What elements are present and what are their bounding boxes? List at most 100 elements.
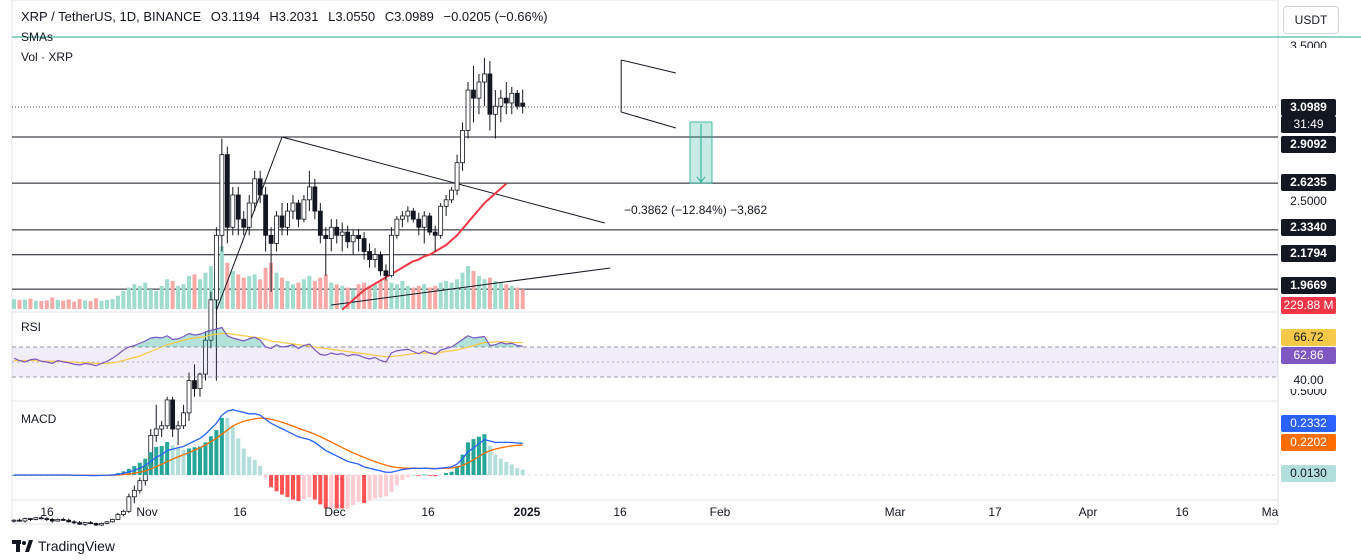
sma-legend[interactable]: SMAs	[21, 30, 54, 44]
volume-bar	[290, 284, 295, 309]
macd-histogram-bar	[455, 466, 460, 475]
candle-body	[153, 428, 159, 436]
candle-body	[432, 231, 438, 236]
candle	[82, 521, 88, 526]
macd-histogram-bar	[422, 474, 427, 476]
volume-bar	[427, 287, 432, 309]
macd-histogram-bar	[471, 439, 476, 475]
candle	[77, 521, 83, 526]
macd-histogram-bar	[285, 475, 290, 498]
candle-body	[317, 210, 323, 236]
candle	[153, 404, 159, 442]
rsi-title[interactable]: RSI	[21, 320, 42, 334]
volume-bar	[137, 285, 142, 309]
countdown-badge: 31:49	[1281, 116, 1336, 133]
candle	[115, 512, 121, 521]
candle-body	[164, 399, 170, 427]
candle-body	[301, 199, 307, 220]
volume-bar	[444, 280, 449, 309]
candle-body	[93, 523, 99, 526]
candle-body	[60, 518, 66, 521]
macd-histogram-bar	[449, 471, 454, 475]
candle-body	[399, 215, 405, 220]
macd-histogram-bar	[487, 445, 492, 475]
volume-bar	[77, 299, 82, 309]
macd-histogram-bar	[498, 458, 503, 475]
price-tick-top: 3.5000	[1290, 39, 1327, 48]
tradingview-logo[interactable]: TradingView	[12, 538, 115, 554]
candle	[192, 364, 197, 397]
macd-line	[14, 409, 523, 477]
macd-histogram-bar	[290, 475, 295, 500]
time-axis-label: Nov	[136, 505, 157, 519]
flag-upper-line	[621, 59, 676, 74]
candle	[482, 57, 487, 107]
candle	[257, 170, 263, 204]
chart-legend: XRP / TetherUS, 1D, BINANCE O3.1194 H3.2…	[21, 9, 554, 24]
candle	[60, 517, 66, 522]
volume-bar	[329, 282, 334, 309]
candle	[159, 420, 165, 438]
volume-bar	[323, 274, 328, 309]
volume-bar	[143, 282, 148, 309]
candle	[131, 485, 137, 504]
candle-body	[33, 517, 39, 520]
volume-legend[interactable]: Vol · XRP	[21, 50, 74, 64]
volume-bar	[471, 271, 476, 309]
last-price-badge: 3.0989	[1281, 99, 1336, 116]
candle	[55, 518, 61, 522]
candle-body	[71, 521, 77, 524]
macd-histogram-bar	[301, 475, 306, 500]
candle-body	[498, 97, 504, 107]
volume-bar	[159, 285, 164, 309]
macd-histogram-bar	[356, 475, 361, 502]
macd-histogram-bar	[181, 450, 186, 475]
currency-button[interactable]: USDT	[1283, 6, 1339, 34]
macd-histogram-bar	[247, 456, 252, 475]
macd-histogram-bar	[362, 475, 367, 504]
measure-arrow-head	[696, 176, 706, 183]
candle	[263, 186, 269, 252]
volume-bar	[99, 300, 104, 309]
candle	[438, 203, 444, 239]
candle	[44, 516, 50, 522]
candle-body	[268, 234, 274, 244]
volume-badge: 229.88 M	[1281, 297, 1336, 314]
candle	[296, 199, 301, 228]
macd-title[interactable]: MACD	[21, 412, 57, 426]
macd-histogram-bar	[208, 436, 213, 475]
candle-body	[77, 522, 83, 525]
candle-body	[290, 202, 296, 212]
volume-bar	[28, 298, 33, 309]
volume-bar	[148, 289, 153, 309]
volume-bar	[66, 299, 71, 309]
candle	[38, 516, 44, 520]
candle-body	[224, 154, 230, 228]
volume-bar	[225, 262, 230, 309]
candle	[317, 203, 323, 244]
candle	[356, 228, 362, 252]
chart-frame	[11, 0, 1279, 525]
symbol-label[interactable]: XRP / TetherUS, 1D, BINANCE	[21, 9, 202, 24]
volume-bar	[274, 272, 279, 309]
candle	[230, 186, 236, 236]
volume-bar	[334, 284, 339, 309]
macd-histogram-bar	[263, 475, 268, 478]
candle-body	[460, 130, 465, 164]
candle-body	[246, 202, 252, 228]
candle-body	[11, 519, 17, 522]
macd-histogram-bar	[444, 472, 449, 476]
candle	[181, 404, 186, 430]
sma-line	[341, 182, 507, 311]
volume-bar	[460, 272, 465, 309]
time-axis-label: Mar	[885, 505, 906, 519]
volume-bar	[515, 287, 520, 309]
candle-body	[438, 205, 444, 236]
volume-bar	[55, 299, 60, 309]
volume-bar	[520, 289, 525, 309]
candle-body	[296, 202, 301, 220]
candle	[328, 219, 334, 252]
candle	[367, 243, 372, 268]
candle	[279, 203, 285, 236]
